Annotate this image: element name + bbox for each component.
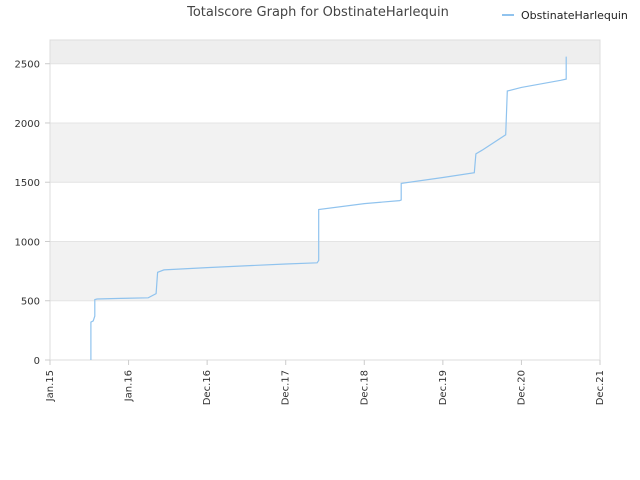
x-tick-label: Jan.15 — [45, 370, 56, 402]
y-axis-ticks: 0 500 1000 1500 2000 2500 — [15, 60, 50, 367]
grid-band — [50, 182, 600, 242]
legend: ObstinateHarlequin — [502, 9, 628, 22]
grid-band — [50, 63, 600, 123]
y-tick-label: 2500 — [15, 60, 40, 71]
y-tick-label: 1000 — [15, 237, 40, 248]
y-tick-label: 2000 — [15, 119, 40, 130]
y-tick-label: 500 — [21, 297, 40, 308]
y-tick-label: 0 — [34, 356, 40, 367]
grid-bands — [50, 40, 600, 360]
series-line — [90, 56, 567, 360]
legend-label: ObstinateHarlequin — [521, 9, 628, 22]
x-tick-label: Dec.20 — [516, 370, 527, 405]
grid-band — [50, 300, 600, 360]
grid-band — [50, 241, 600, 301]
x-axis-ticks: Jan.15 Jan.16 Dec.16 Dec.17 Dec.18 Dec.19 Dec.… — [45, 360, 606, 405]
y-tick-label: 1500 — [15, 178, 40, 189]
x-tick-label: Dec.18 — [359, 370, 370, 405]
x-tick-label: Dec.16 — [202, 370, 213, 405]
plot-area-border — [49, 39, 601, 361]
x-tick-label: Jan.16 — [124, 370, 135, 402]
x-tick-label: Dec.19 — [438, 370, 449, 405]
x-tick-label: Dec.21 — [595, 370, 606, 405]
x-tick-label: Dec.17 — [281, 370, 292, 405]
grid-band — [50, 40, 600, 64]
grid-band — [50, 122, 600, 183]
chart-title: Totalscore Graph for ObstinateHarlequin — [186, 5, 449, 20]
series-lines — [90, 56, 567, 360]
